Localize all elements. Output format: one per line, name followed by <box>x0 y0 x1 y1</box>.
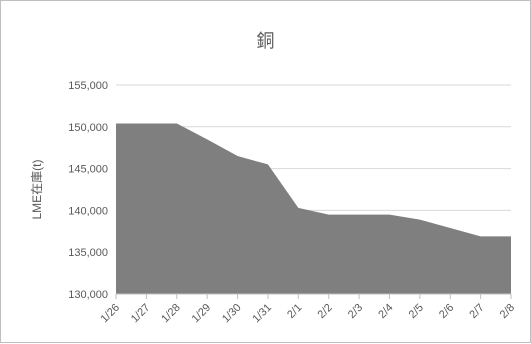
x-tick-label-3: 1/29 <box>190 302 214 326</box>
x-tick-label-0: 1/26 <box>98 302 122 326</box>
x-tick-label-10: 2/5 <box>407 302 426 321</box>
y-axis-title: LME在庫(t) <box>30 159 44 219</box>
y-tick-label-2: 140,000 <box>68 205 108 217</box>
x-tick-label-11: 2/6 <box>437 302 456 321</box>
y-tick-label-3: 145,000 <box>68 164 108 176</box>
x-tick-label-4: 1/30 <box>220 302 244 326</box>
x-tick-label-12: 2/7 <box>467 302 486 321</box>
y-tick-label-1: 135,000 <box>68 247 108 259</box>
x-tick-label-8: 2/3 <box>346 302 365 321</box>
y-tick-label-5: 155,000 <box>68 80 108 92</box>
x-tick-label-9: 2/4 <box>376 302 395 321</box>
y-tick-label-4: 150,000 <box>68 122 108 134</box>
x-tick-label-7: 2/2 <box>316 302 335 321</box>
x-tick-label-1: 1/27 <box>129 302 153 326</box>
chart-title: 銅 <box>256 31 275 51</box>
x-tick-label-6: 2/1 <box>285 302 304 321</box>
y-tick-label-0: 130,000 <box>68 289 108 301</box>
x-tick-label-5: 1/31 <box>250 302 274 326</box>
area-series <box>116 123 511 295</box>
x-tick-label-13: 2/8 <box>498 302 517 321</box>
x-tick-label-2: 1/28 <box>159 302 183 326</box>
